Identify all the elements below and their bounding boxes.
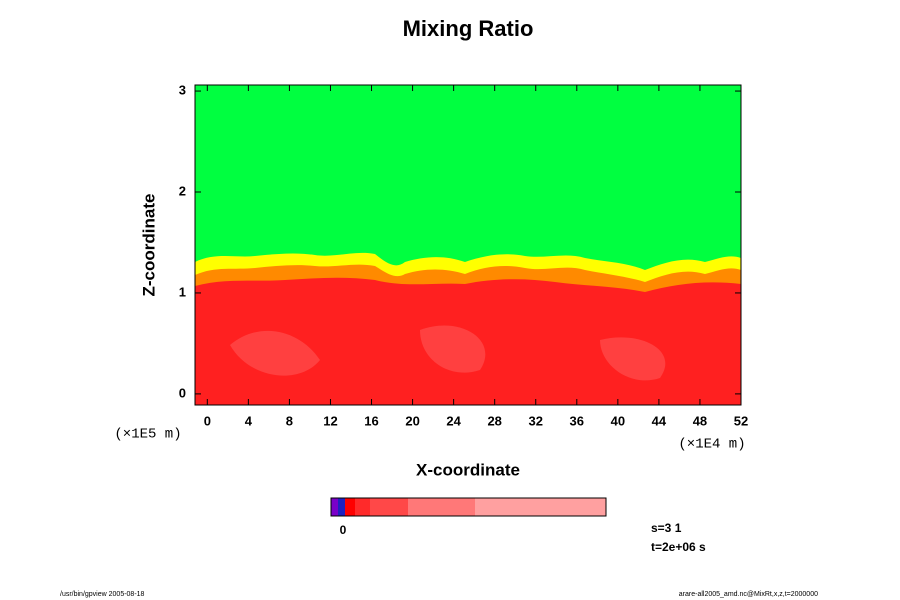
contour-field xyxy=(194,84,742,406)
colorbar-swatch xyxy=(475,498,606,516)
footer-right: arare-all2005_amd.nc@MixRt,x,z,t=2000000 xyxy=(679,591,818,598)
colorbar-swatch xyxy=(338,498,345,516)
x-tick-label: 12 xyxy=(323,413,337,428)
x-tick-label: 20 xyxy=(405,413,419,428)
info-text: s=3 1 xyxy=(651,521,682,535)
y-tick-label: 1 xyxy=(179,284,186,299)
footer-left: /usr/bin/gpview 2005-08-18 xyxy=(60,591,145,598)
x-tick-label: 32 xyxy=(529,413,543,428)
colorbar-swatch xyxy=(345,498,355,516)
x-tick-label: 44 xyxy=(652,413,667,428)
colorbar-swatch xyxy=(331,498,338,516)
y-tick-label: 3 xyxy=(179,82,186,97)
chart-title: Mixing Ratio xyxy=(403,16,534,41)
colorbar-label: 0 xyxy=(340,523,347,537)
x-tick-label: 40 xyxy=(611,413,625,428)
y-unit: (×1E5 m) xyxy=(114,427,181,443)
x-tick-label: 0 xyxy=(204,413,211,428)
x-axis-label: X-coordinate xyxy=(416,460,520,479)
info-text: t=2e+06 s xyxy=(651,540,706,554)
x-tick-label: 16 xyxy=(364,413,378,428)
x-tick-label: 36 xyxy=(570,413,584,428)
y-axis-label: Z-coordinate xyxy=(139,194,158,297)
colorbar-swatch xyxy=(370,498,408,516)
colorbar xyxy=(330,497,607,517)
x-tick-label: 52 xyxy=(734,413,748,428)
y-tick-label: 0 xyxy=(179,385,186,400)
colorbar-frame xyxy=(330,497,607,517)
y-tick-label: 2 xyxy=(179,183,186,198)
x-tick-label: 8 xyxy=(286,413,293,428)
field-patch xyxy=(230,325,666,381)
plot-frame xyxy=(194,84,742,406)
x-tick-label: 48 xyxy=(693,413,707,428)
x-unit: (×1E4 m) xyxy=(678,437,745,453)
x-tick-label: 4 xyxy=(245,413,253,428)
x-tick-label: 24 xyxy=(446,413,461,428)
colorbar-swatch xyxy=(355,498,370,516)
colorbar-swatch xyxy=(408,498,475,516)
x-tick-label: 28 xyxy=(487,413,501,428)
